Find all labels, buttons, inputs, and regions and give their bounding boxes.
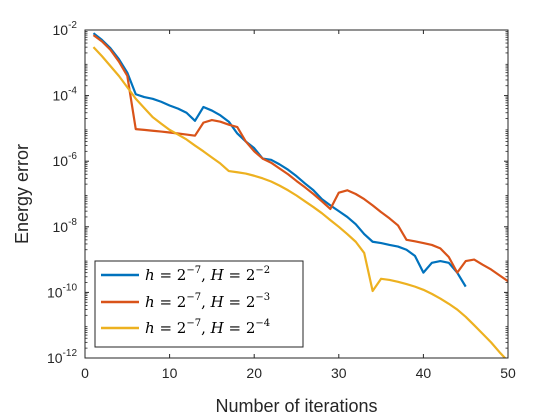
- svg-text:h = 2−7, H = 2−2: h = 2−7, H = 2−2: [145, 265, 270, 284]
- tick-layer: 0 10 20 30 40 50 10-12 10-10 10-8 10-6 10-4 10-2: [47, 20, 516, 381]
- axes-box: [84, 29, 509, 359]
- y-axis-label: Energy error: [12, 144, 32, 244]
- series-line-1: [92, 32, 467, 288]
- legend-1-H-base: 2: [246, 266, 256, 284]
- x-tick-label-30: 30: [331, 365, 347, 381]
- y-tick-label--8: 10-8: [53, 217, 78, 235]
- legend-1-h-exp: −7: [186, 265, 201, 276]
- legend-3-h-base: 2: [177, 319, 187, 337]
- x-tick-label-40: 40: [416, 365, 432, 381]
- legend: h = 2−7, H = 2−2 h = 2−7, H = 2−3 h = 2−…: [94, 260, 304, 348]
- legend-3-H-label: H: [210, 319, 225, 337]
- series-layer: [92, 32, 508, 358]
- legend-3-H-exp: −4: [255, 318, 270, 329]
- legend-entry-2: h = 2−7, H = 2−3: [101, 292, 270, 311]
- legend-1-H-exp: −2: [255, 265, 270, 276]
- legend-2-h-exp: −7: [186, 292, 201, 303]
- legend-3-H-base: 2: [246, 319, 256, 337]
- legend-2-H-label: H: [210, 293, 225, 311]
- y-tick-label--12: 10-12: [47, 348, 77, 366]
- series-line-2: [92, 34, 508, 283]
- y-tick-label--4: 10-4: [53, 86, 78, 104]
- legend-1-h-base: 2: [177, 266, 187, 284]
- svg-text:h = 2−7, H = 2−4: h = 2−7, H = 2−4: [145, 318, 270, 337]
- series-line-3: [92, 46, 507, 358]
- legend-2-H-base: 2: [246, 293, 256, 311]
- x-tick-label-20: 20: [246, 365, 262, 381]
- legend-entry-3: h = 2−7, H = 2−4: [101, 318, 270, 337]
- legend-2-H-exp: −3: [255, 292, 270, 303]
- legend-2-h-label: h: [145, 293, 155, 311]
- legend-1-h-label: h: [145, 266, 155, 284]
- y-tick-label--10: 10-10: [47, 282, 77, 300]
- legend-3-h-exp: −7: [186, 318, 201, 329]
- legend-2-h-base: 2: [177, 293, 187, 311]
- x-tick-label-0: 0: [81, 365, 89, 381]
- y-tick-label--6: 10-6: [53, 151, 78, 169]
- y-tick-label--2: 10-2: [53, 20, 78, 38]
- legend-1-H-label: H: [210, 266, 225, 284]
- legend-entry-1: h = 2−7, H = 2−2: [101, 265, 270, 284]
- x-tick-label-10: 10: [162, 365, 178, 381]
- svg-text:h = 2−7, H = 2−3: h = 2−7, H = 2−3: [145, 292, 270, 311]
- x-tick-label-50: 50: [500, 365, 516, 381]
- x-axis-label: Number of iterations: [215, 396, 377, 416]
- legend-3-h-label: h: [145, 319, 155, 337]
